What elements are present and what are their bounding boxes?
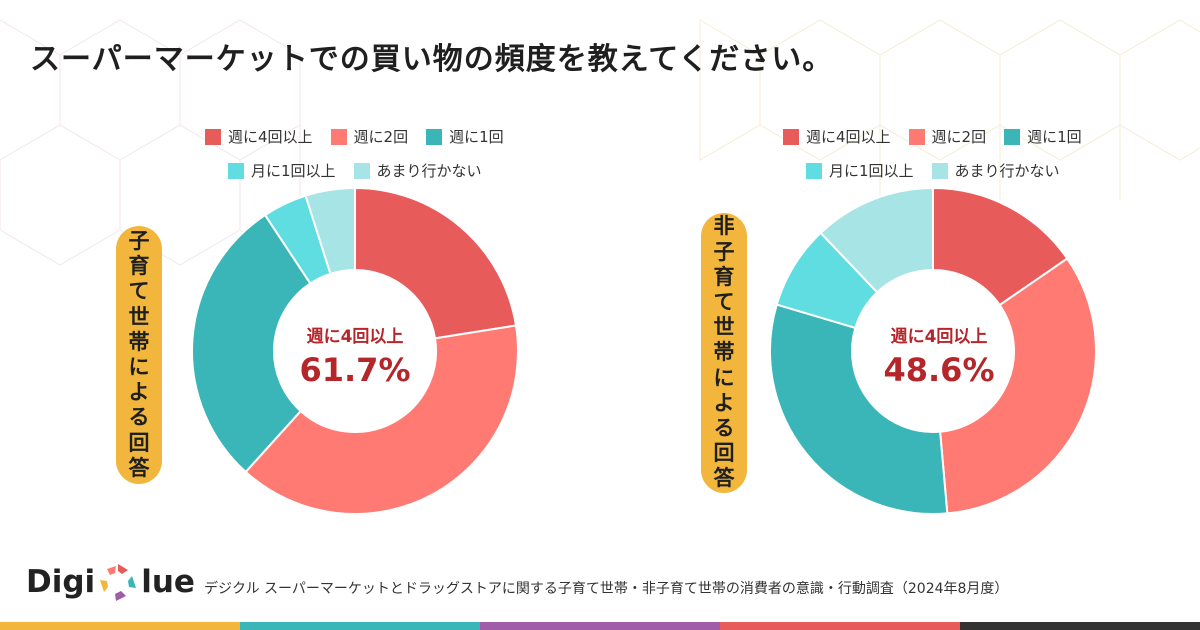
group-label-non-parenting: 非子育て世帯による回答 [701,213,747,493]
legend-label: 週に1回 [1027,128,1082,146]
legend-item: 週に1回 [426,126,504,147]
center-value: 61.7% [299,351,411,389]
center-caption: 週に4回以上 [890,327,988,347]
bottom-bar-segment [720,622,960,630]
legend-label: 週に2回 [353,128,409,146]
bottom-bar-segment [960,622,1200,630]
logo-text-right: lue [141,564,195,600]
group-label-char: 回 [713,441,735,466]
legend-swatch [205,128,221,145]
bottom-color-bar [0,622,1200,630]
legend-label: 週に1回 [449,128,504,146]
legend-swatch [353,162,370,179]
legend-swatch [330,128,347,145]
center-label-left: 週に4回以上 61.7% [285,322,425,389]
bottom-bar-segment [0,622,240,630]
legend-item: 月に1回以上 [806,160,914,181]
legend-swatch [783,128,799,145]
legend-swatch [228,162,244,179]
legend-item: 週に4回以上 [205,126,313,147]
page-title: スーパーマーケットでの買い物の頻度を教えてください。 [30,42,834,77]
source-caption: デジクル スーパーマーケットとドラッグストアに関する子育て世帯・非子育て世帯の消… [204,581,1009,597]
donut-slice-non-parenting-3 [769,303,949,515]
donut-slice-parenting-1 [354,186,518,340]
legend-item: 週に2回 [330,126,409,147]
legend-item: 週に1回 [1004,126,1082,147]
group-label-char: 育 [128,254,150,279]
legend-item: あまり行かない [353,160,482,181]
donut-slice-non-parenting-5 [819,186,934,294]
group-label-char: 育 [713,264,735,289]
legend-label: あまり行かない [954,162,1060,180]
donut-slice-parenting-3 [191,213,312,474]
legend-label: 月に1回以上 [829,162,914,180]
group-label-char: 答 [713,466,735,491]
group-label-char: に [713,365,735,390]
group-label-char: よ [713,390,735,415]
legend-swatch [806,162,822,179]
donut-slice-non-parenting-2 [939,257,1097,515]
group-label-char: 答 [128,455,150,480]
group-label-char: よ [128,380,150,405]
group-label-char: る [713,415,735,440]
legend-label: 月に1回以上 [251,162,336,180]
donut-slice-parenting-2 [244,324,519,515]
legend-label: あまり行かない [376,162,482,180]
group-label-char: 帯 [713,340,735,365]
group-label-parenting: 子育て世帯による回答 [116,226,162,484]
group-label-char: 非 [713,214,735,239]
legend-swatch [931,162,948,179]
group-label-char: る [128,405,150,430]
group-label-char: 子 [713,239,735,264]
legend-right-row1: 週に4回以上 週に2回 週に1回 [783,126,1082,147]
group-label-char: て [713,290,735,315]
bottom-bar-segment [240,622,480,630]
center-label-right: 週に4回以上 48.6% [869,322,1009,389]
logo-text-left: Digi [26,564,96,600]
legend-left-row1: 週に4回以上 週に2回 週に1回 [205,126,504,147]
group-label-char: 世 [128,304,150,329]
legend-item: 週に2回 [908,126,987,147]
legend-label: 週に2回 [931,128,987,146]
group-label-char: て [128,279,150,304]
group-label-char: に [128,355,150,379]
legend-swatch [908,128,925,145]
center-caption: 週に4回以上 [306,327,404,347]
donut-slice-parenting-5 [304,186,356,276]
legend-label: 週に4回以上 [806,128,891,146]
legend-label: 週に4回以上 [228,128,313,146]
group-label-char: 帯 [128,329,150,354]
legend-swatch [1004,128,1021,145]
center-value: 48.6% [883,351,995,389]
group-label-char: 世 [713,315,735,340]
legend-left-row2: 月に1回以上 あまり行かない [228,160,482,181]
digiclue-logo: Digi lue [26,560,195,604]
legend-item: 週に4回以上 [783,126,891,147]
legend-item: あまり行かない [931,160,1060,181]
group-label-char: 子 [128,229,150,254]
bottom-bar-segment [480,622,720,630]
legend-swatch [426,128,443,145]
legend-right-row2: 月に1回以上 あまり行かない [806,160,1060,181]
group-label-char: 回 [128,430,150,455]
logo-mark-icon [100,564,137,601]
legend-item: 月に1回以上 [228,160,336,181]
